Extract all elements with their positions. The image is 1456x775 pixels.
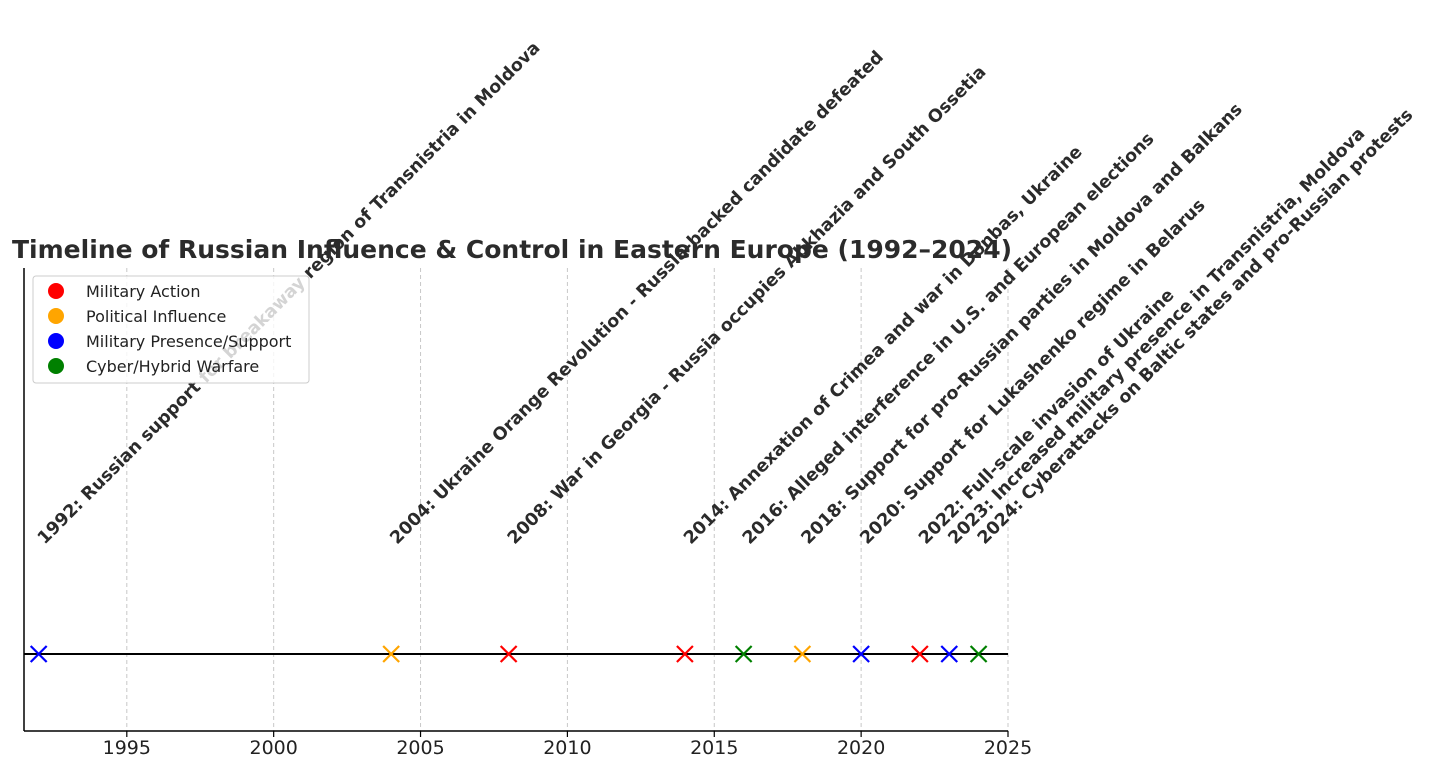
legend-entry: Political Influence: [86, 307, 226, 326]
x-axis-ticks: 1995 2000 2005 2010 2015 2020 2025: [103, 731, 1032, 759]
event-marker: [734, 645, 753, 663]
legend: Military Action Political Influence Milita…: [32, 275, 310, 384]
legend-box: [32, 275, 310, 384]
x-tick-label: 2015: [690, 737, 738, 759]
legend-entry: Military Presence/Support: [86, 332, 291, 351]
event-marker: [852, 645, 870, 663]
x-tick-label: 2005: [396, 737, 444, 759]
event-label: 2024: Cyberattacks on Baltic states and …: [974, 105, 1417, 548]
x-tick-label: 2025: [984, 737, 1032, 759]
event-marker: [911, 645, 929, 663]
legend-entry: Cyber/Hybrid Warfare: [86, 357, 259, 376]
event-marker: [969, 645, 988, 663]
legend-swatch: [48, 333, 64, 349]
event-marker: [382, 645, 400, 663]
event-marker: [793, 645, 812, 663]
legend-swatch: [48, 358, 64, 374]
marker-stroke: [499, 645, 518, 663]
legend-swatch: [48, 308, 64, 324]
event-markers: [29, 645, 988, 663]
event-marker: [499, 645, 518, 663]
legend-swatch: [48, 283, 64, 299]
event-marker: [676, 645, 694, 663]
marker-stroke: [676, 645, 694, 663]
marker-stroke: [940, 645, 959, 663]
x-tick-label: 2000: [249, 737, 297, 759]
event-marker: [940, 645, 959, 663]
x-tick-label: 2020: [837, 737, 885, 759]
marker-stroke: [793, 645, 812, 663]
marker-stroke: [969, 645, 988, 663]
legend-entry: Military Action: [86, 282, 200, 301]
marker-stroke: [382, 645, 400, 663]
x-tick-label: 1995: [103, 737, 151, 759]
event-marker: [29, 645, 48, 663]
event-label: 2016: Alleged interference in U.S. and E…: [739, 129, 1158, 548]
chart-title: Timeline of Russian Influence & Control …: [12, 235, 1012, 264]
marker-stroke: [911, 645, 929, 663]
marker-stroke: [734, 645, 753, 663]
marker-stroke: [852, 645, 870, 663]
marker-stroke: [29, 645, 48, 663]
x-tick-label: 2010: [543, 737, 591, 759]
